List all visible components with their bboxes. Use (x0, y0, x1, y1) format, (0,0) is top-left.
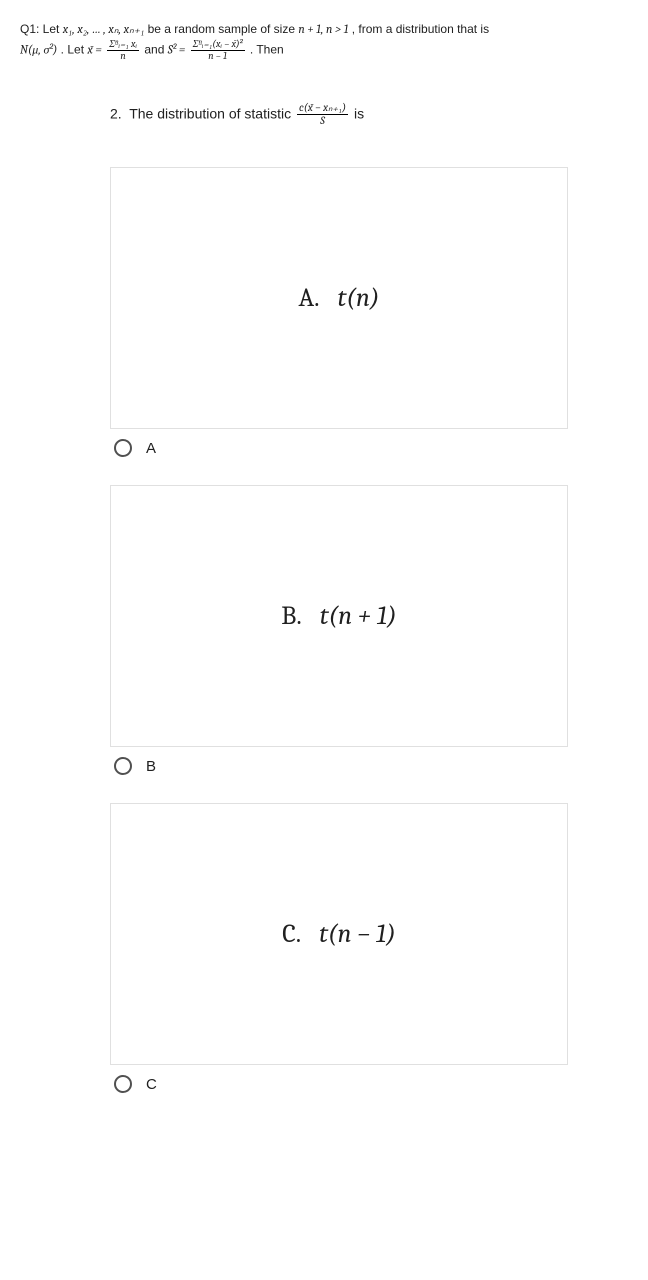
radio-icon[interactable] (114, 757, 132, 775)
option-c-block: C. t(n − 1) C (110, 803, 568, 1093)
option-b-label: B (146, 758, 156, 775)
option-c-letter: C. (282, 919, 301, 949)
sample-size: n + 1, n > 1 (298, 22, 348, 36)
option-c-radio-row[interactable]: C (110, 1075, 568, 1093)
statistic-denominator: S (297, 115, 348, 127)
option-c-math: t(n − 1) (319, 919, 396, 949)
intro-text: . Let (61, 43, 88, 57)
option-a-block: A. t(n) A (110, 167, 568, 457)
option-b-letter: B. (281, 601, 301, 631)
s2-denominator: n − 1 (191, 51, 245, 62)
option-b-math: t(n + 1) (320, 601, 397, 631)
intro-text: be a random sample of size (148, 22, 299, 36)
option-a-math: t(n) (337, 283, 379, 313)
sub-question: 2. The distribution of statistic c(x̄ − … (110, 102, 628, 127)
statistic-fraction: c(x̄ − xₙ₊₁) S (297, 102, 348, 127)
question-intro: Q1: Let x₁, x₂, … , xₙ, xₙ₊₁ be a random… (20, 20, 628, 62)
xbar-fraction: Σⁿᵢ₌₁ xᵢ n (107, 39, 139, 62)
option-b-box: B. t(n + 1) (110, 485, 568, 747)
radio-icon[interactable] (114, 1075, 132, 1093)
option-b-block: B. t(n + 1) B (110, 485, 568, 775)
subq-text: The distribution of statistic (129, 105, 295, 121)
intro-text: Q1: Let (20, 22, 63, 36)
subq-text: is (354, 105, 364, 121)
option-a-radio-row[interactable]: A (110, 439, 568, 457)
s2-fraction: Σⁿᵢ₌₁(xᵢ − x̄)² n − 1 (191, 39, 245, 62)
option-a-label: A (146, 440, 156, 457)
intro-text: , from a distribution that is (352, 22, 489, 36)
option-c-label: C (146, 1076, 157, 1093)
option-c-box: C. t(n − 1) (110, 803, 568, 1065)
option-a-box: A. t(n) (110, 167, 568, 429)
s2-eq: S² = (168, 43, 185, 57)
sample-vars: x₁, x₂, … , xₙ, xₙ₊₁ (63, 22, 145, 36)
subq-number: 2. (110, 105, 122, 121)
options-container: A. t(n) A B. t(n + 1) B C. t(n − 1) C (110, 167, 568, 1093)
intro-text: . Then (250, 43, 284, 57)
xbar-denominator: n (107, 51, 139, 62)
xbar-eq: x̄ = (87, 43, 101, 57)
distribution: N(μ, σ²) (20, 43, 57, 57)
radio-icon[interactable] (114, 439, 132, 457)
option-b-radio-row[interactable]: B (110, 757, 568, 775)
intro-text: and (144, 43, 167, 57)
option-a-letter: A. (299, 283, 320, 313)
